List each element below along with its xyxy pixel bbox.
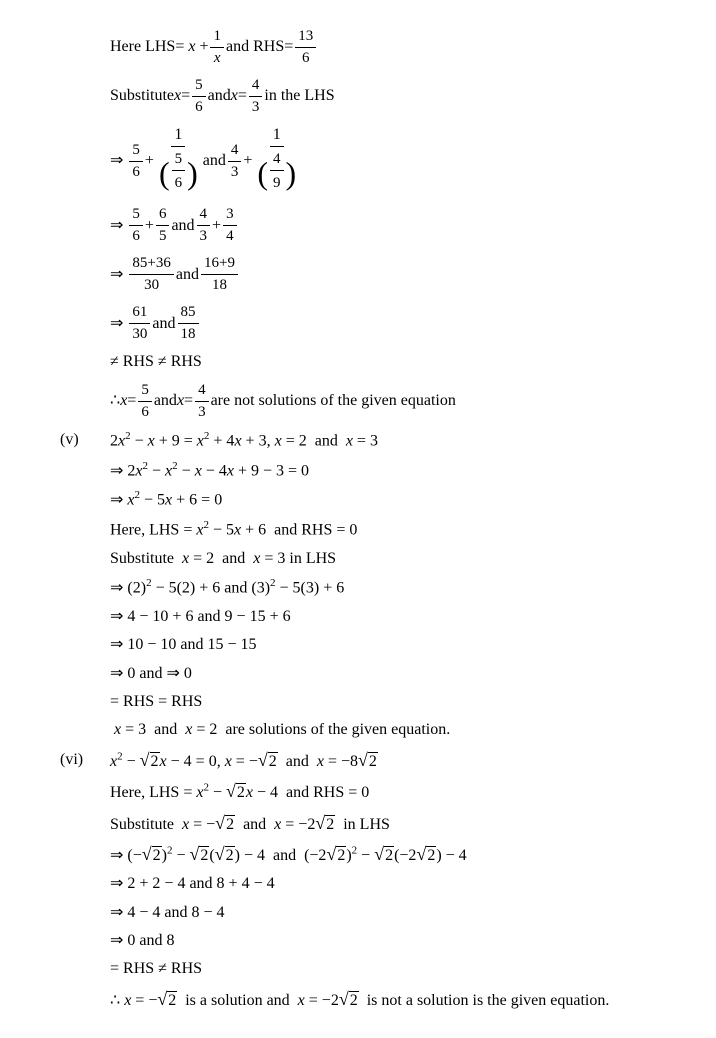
p6-line1: (vi) x2 − √2x − 4 = 0, x = −√2 and x = −…: [60, 748, 676, 773]
text: and: [208, 85, 231, 107]
p6-line4: ⇒ (−√2)2 − √2(√2) − 4 and (−2√2)2 − √2(−…: [60, 842, 676, 867]
p4-line5: ⇒ 85+3630 and 16+918: [60, 253, 676, 296]
p6-line9: ∴ x = −√2 is a solution and x = −2√2 is …: [60, 987, 676, 1012]
p4-line2: Substitute x= 56 and x= 43 in the LHS: [60, 75, 676, 118]
marker-vi: (vi): [60, 749, 110, 771]
p4-line8: ∴ x= 56 and x= 43 are not solutions of t…: [60, 380, 676, 423]
frac: 43: [249, 75, 263, 118]
frac: 43: [228, 140, 242, 183]
p5-line7: ⇒ 4 − 10 + 6 and 9 − 15 + 6: [60, 606, 676, 628]
p6-line5: ⇒ 2 + 2 − 4 and 8 + 4 − 4: [60, 873, 676, 895]
p5-line4: Here, LHS = x2 − 5x + 6 and RHS = 0: [60, 518, 676, 542]
p6-line7: ⇒ 0 and 8: [60, 930, 676, 952]
text: and RHS: [226, 36, 284, 58]
p5-line9: ⇒ 0 and ⇒ 0: [60, 663, 676, 685]
p5-line2: ⇒ 2x2 − x2 − x − 4x + 9 − 3 = 0: [60, 459, 676, 483]
p5-line3: ⇒ x2 − 5x + 6 = 0: [60, 488, 676, 512]
text: Here LHS: [110, 36, 175, 58]
marker-v: (v): [60, 429, 110, 451]
frac: 56: [192, 75, 206, 118]
text: and: [203, 150, 226, 172]
p6-line6: ⇒ 4 − 4 and 8 − 4: [60, 902, 676, 924]
p5-line5: Substitute x = 2 and x = 3 in LHS: [60, 548, 676, 570]
p5-line10: = RHS = RHS: [60, 691, 676, 713]
p5-line11: x = 3 and x = 2 are solutions of the giv…: [60, 719, 676, 741]
p4-line6: ⇒ 6130 and 8518: [60, 302, 676, 345]
p5-line1: (v) 2x2 − x + 9 = x2 + 4x + 3, x = 2 and…: [60, 429, 676, 453]
text: in the LHS: [264, 85, 334, 107]
p5-line6: ⇒ (2)2 − 5(2) + 6 and (3)2 − 5(3) + 6: [60, 576, 676, 600]
p6-line3: Substitute x = −√2 and x = −2√2 in LHS: [60, 811, 676, 836]
frac: 1 (56): [156, 124, 201, 198]
p4-line7: ≠ RHS ≠ RHS: [60, 351, 676, 373]
frac: 56: [129, 140, 143, 183]
text: Substitute: [110, 85, 174, 107]
frac: 136: [295, 26, 316, 69]
p4-line4: ⇒ 56 + 65 and 43 + 34: [60, 204, 676, 247]
frac: 1x: [210, 26, 224, 69]
p6-line2: Here, LHS = x2 − √2x − 4 and RHS = 0: [60, 779, 676, 804]
p4-line3: ⇒ 56 + 1 (56) and 43 + 1 (49): [60, 124, 676, 198]
p5-line8: ⇒ 10 − 10 and 15 − 15: [60, 634, 676, 656]
p4-line1: Here LHS = x + 1x and RHS = 136: [60, 26, 676, 69]
p6-line8: = RHS ≠ RHS: [60, 958, 676, 980]
frac: 1 (49): [254, 124, 299, 198]
